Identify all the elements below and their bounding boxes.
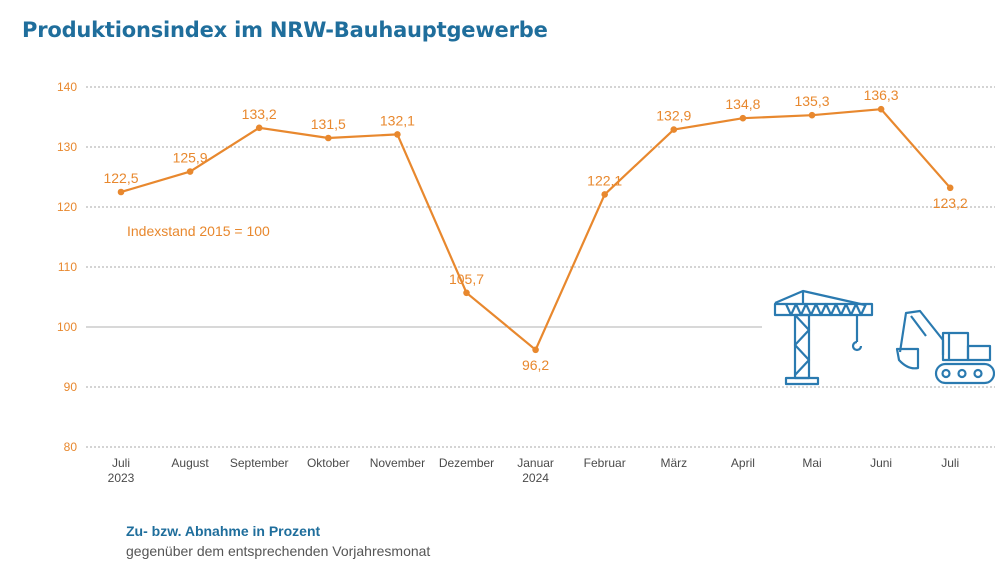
- x-axis-ticks: Juli 2023 August September Oktober November De…: [108, 456, 960, 485]
- x-tick-label: August: [171, 456, 209, 470]
- x-tick-label: März: [660, 456, 687, 470]
- y-tick-label: 80: [64, 440, 78, 454]
- data-point: [117, 188, 125, 196]
- y-tick-label: 100: [57, 320, 77, 334]
- subchart-heading: Zu- bzw. Abnahme in Prozent: [126, 523, 321, 539]
- data-label: 125,9: [173, 150, 208, 166]
- data-point: [808, 111, 816, 119]
- x-tick-label: November: [370, 456, 425, 470]
- data-point: [739, 114, 747, 122]
- data-label: 134,8: [725, 96, 760, 112]
- data-point: [394, 131, 401, 138]
- data-points: [117, 105, 954, 354]
- data-labels: 122,5 125,9 133,2 131,5 132,1 105,7 96,2 122,1 1…: [103, 87, 967, 373]
- data-label: 133,2: [242, 106, 277, 122]
- index-note: Indexstand 2015 = 100: [127, 223, 270, 239]
- y-tick-label: 120: [57, 200, 77, 214]
- y-tick-label: 110: [58, 260, 77, 274]
- x-tick-label: September: [230, 456, 289, 470]
- data-point: [670, 126, 678, 133]
- x-tick-label: April: [731, 456, 755, 470]
- x-tick-label: Dezember: [439, 456, 494, 470]
- grid-lines: [86, 86, 995, 448]
- data-point: [463, 289, 470, 297]
- data-label: 132,9: [656, 108, 691, 124]
- data-point: [946, 184, 954, 192]
- x-tick-label: Oktober: [307, 456, 350, 470]
- x-tick-label: Februar: [584, 456, 626, 470]
- data-label: 122,5: [103, 170, 138, 186]
- data-label: 122,1: [587, 172, 622, 188]
- data-label: 123,2: [933, 195, 968, 211]
- x-tick-label: Juli 2023: [108, 456, 135, 485]
- data-label: 96,2: [522, 357, 549, 373]
- data-label: 131,5: [311, 116, 346, 132]
- y-axis-ticks: 80 90 100 110 120 130 140: [57, 80, 77, 454]
- excavator-icon: [895, 309, 995, 385]
- y-tick-label: 140: [57, 80, 77, 94]
- data-label: 136,3: [864, 87, 899, 103]
- y-tick-label: 90: [64, 380, 78, 394]
- data-point: [601, 191, 608, 198]
- line-chart: 80 90 100 110 120 130 140 Juli 2023 August Septem…: [57, 80, 995, 485]
- x-tick-label: Mai: [802, 456, 821, 470]
- crane-icon: [773, 289, 874, 386]
- data-label: 132,1: [380, 112, 415, 128]
- chart-title: Produktionsindex im NRW-Bauhauptgewerbe: [22, 18, 548, 42]
- subchart-description: gegenüber dem entsprechenden Vorjahresmo…: [126, 543, 431, 559]
- x-tick-label: Juli: [941, 456, 959, 470]
- data-label: 135,3: [794, 93, 829, 109]
- data-point: [255, 124, 263, 132]
- x-tick-label: Juni: [870, 456, 892, 470]
- data-point: [325, 134, 332, 142]
- data-label: 105,7: [449, 271, 484, 287]
- data-point: [877, 105, 885, 113]
- data-point: [186, 168, 194, 175]
- x-tick-label: Januar 2024: [517, 456, 554, 485]
- data-point: [532, 346, 539, 354]
- y-tick-label: 130: [57, 140, 77, 154]
